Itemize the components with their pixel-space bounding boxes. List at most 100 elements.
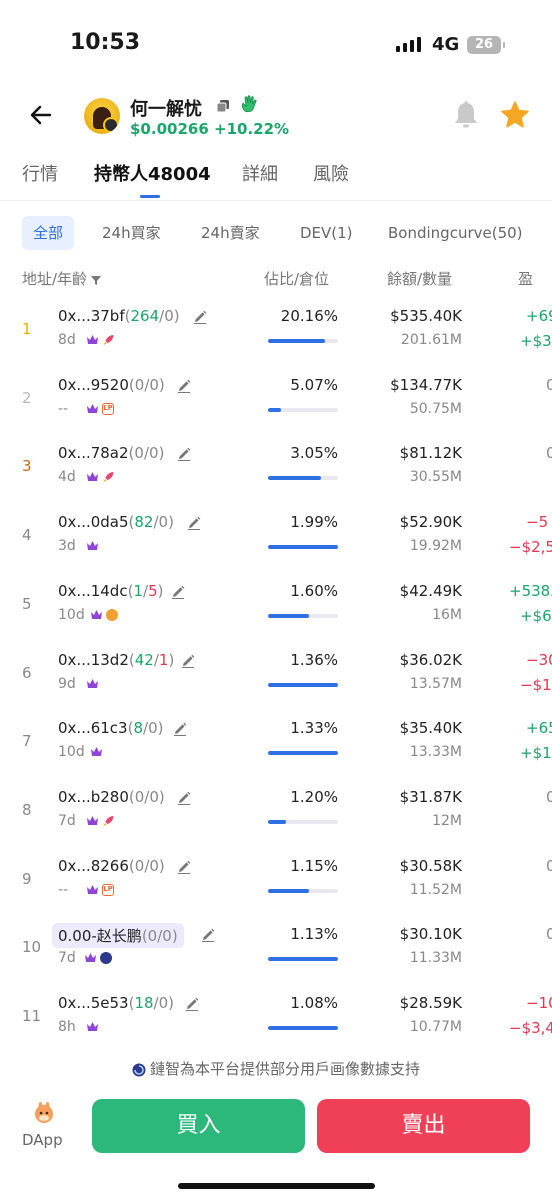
table-row[interactable]: 9 0x...8266(0/0) -- LP 1.15% $30.58K 11.52M 0 <box>0 846 552 915</box>
battery-icon: 26 <box>467 36 505 54</box>
holder-quantity: 16M <box>432 606 462 623</box>
holder-tags <box>86 1021 99 1033</box>
holder-balance: $30.10K <box>399 925 462 944</box>
holder-balance: $35.40K <box>399 719 462 738</box>
holder-balance: $52.90K <box>399 513 462 532</box>
sell-count: 0 <box>162 927 172 946</box>
table-row[interactable]: 2 0x...9520(0/0) -- LP 5.07% $134.77K 50.75M 0 <box>0 365 552 434</box>
tab-details[interactable]: 詳細 <box>242 164 278 185</box>
edit-pencil-icon[interactable] <box>192 309 208 325</box>
copy-icon[interactable] <box>216 99 230 113</box>
address-text: 0x...8266 <box>58 856 129 875</box>
table-row[interactable]: 11 0x...5e53(18/0) 8h 1.08% $28.59K 10.77M −10… <box>0 983 552 1052</box>
sell-count: 0 <box>149 444 159 463</box>
bell-icon[interactable] <box>452 100 480 130</box>
sell-button[interactable]: 賣出 <box>317 1099 530 1153</box>
holder-age: 8h <box>58 1019 76 1035</box>
filter-icon[interactable] <box>90 274 102 286</box>
col-address-age[interactable]: 地址/年齡 <box>22 268 102 289</box>
holder-rank: 4 <box>22 526 32 545</box>
edit-pencil-icon[interactable] <box>172 721 188 737</box>
edit-pencil-icon[interactable] <box>170 584 186 600</box>
holder-address[interactable]: 0x...8266(0/0) <box>58 856 165 875</box>
buy-count: 1 <box>133 581 143 600</box>
holder-pnl-percent: −10 <box>526 994 552 1012</box>
holder-address[interactable]: 0x...0da5(82/0) <box>58 513 174 532</box>
table-row[interactable]: 4 0x...0da5(82/0) 3d 1.99% $52.90K 19.92M −5 −$… <box>0 502 552 571</box>
position-bar-fill <box>268 888 309 893</box>
edit-pencil-icon[interactable] <box>176 790 192 806</box>
table-row[interactable]: 50x...14dc(1/5)10d1.60%$42.49K16M+5383+$… <box>0 571 552 640</box>
position-bar-fill <box>268 819 286 824</box>
sell-count: 0 <box>149 856 159 875</box>
tab-risk[interactable]: 風險 <box>313 164 349 185</box>
edit-pencil-icon[interactable] <box>184 996 200 1012</box>
col-share-position[interactable]: 佔比/倉位 <box>264 270 330 288</box>
buy-count: 0 <box>134 856 145 875</box>
table-row[interactable]: 10 0.00-赵长鹏(0/0) 7d 1.13% $30.10K 11.33M 0 <box>0 914 552 983</box>
holder-address[interactable]: 0x...9520(0/0) <box>58 375 165 394</box>
filter-24h-sellers[interactable]: 24h賣家 <box>201 224 260 242</box>
holder-share: 1.36% <box>290 650 338 669</box>
holder-address[interactable]: 0x...37bf(264/0) <box>58 307 180 325</box>
holder-age: 10d <box>58 606 85 623</box>
holder-address[interactable]: 0x...14dc(1/5) <box>58 581 164 600</box>
holder-quantity: 10.77M <box>409 1019 462 1035</box>
address-text: 0x...14dc <box>58 581 128 600</box>
back-arrow-icon[interactable] <box>28 102 54 128</box>
edit-pencil-icon[interactable] <box>176 378 192 394</box>
table-row[interactable]: 6 0x...13d2(42/1) 9d 1.36% $36.02K 13.57M −30 −… <box>0 640 552 709</box>
token-avatar <box>84 98 120 134</box>
holder-pnl-percent: +65 <box>526 719 552 738</box>
filter-24h-buyers[interactable]: 24h買家 <box>102 224 161 242</box>
filter-dev[interactable]: DEV(1) <box>300 224 353 242</box>
dapp-label[interactable]: DApp <box>22 1131 63 1149</box>
network-label: 4G <box>432 34 460 55</box>
edit-pencil-icon[interactable] <box>180 653 196 669</box>
holder-address[interactable]: 0x...78a2(0/0) <box>58 444 165 463</box>
money-bag-icon <box>106 608 118 621</box>
crown-icon <box>87 541 98 551</box>
holder-share: 3.05% <box>290 444 338 463</box>
holder-tags <box>86 334 115 346</box>
holder-tags <box>84 952 112 965</box>
edit-pencil-icon[interactable] <box>186 515 202 531</box>
col-balance-qty[interactable]: 餘額/數量 <box>387 270 453 288</box>
holder-address[interactable]: 0x...b280(0/0) <box>58 787 165 806</box>
position-bar <box>268 407 338 412</box>
position-bar <box>268 476 338 481</box>
holder-filters: 全部 24h買家 24h賣家 DEV(1) Bondingcurve(50) <box>0 216 552 252</box>
holder-address[interactable]: 0.00-赵长鹏(0/0) <box>52 923 184 949</box>
buy-count: 264 <box>130 307 160 325</box>
holder-age: 3d <box>58 538 76 555</box>
filter-bondingcurve[interactable]: Bondingcurve(50) <box>388 224 523 242</box>
holder-address[interactable]: 0x...61c3(8/0) <box>58 719 164 738</box>
buy-button[interactable]: 買入 <box>92 1099 305 1153</box>
address-text: 0x...5e53 <box>58 994 129 1012</box>
table-row[interactable]: 1 0x...37bf(264/0) 8d 20.16% $535.40K 201.61M… <box>0 296 552 365</box>
hand-wave-icon[interactable] <box>240 95 258 113</box>
position-bar <box>268 819 338 824</box>
col-pnl[interactable]: 盈 <box>518 270 534 288</box>
address-text: 0x...13d2 <box>58 650 129 669</box>
table-row[interactable]: 3 0x...78a2(0/0) 4d 3.05% $81.12K 30.55M 0 <box>0 433 552 502</box>
holder-address[interactable]: 0x...13d2(42/1) <box>58 650 175 669</box>
lp-icon: LP <box>102 883 114 896</box>
edit-pencil-icon[interactable] <box>200 927 216 943</box>
holder-address[interactable]: 0x...5e53(18/0) <box>58 994 175 1012</box>
holder-share: 1.13% <box>290 925 338 944</box>
dapp-icon[interactable] <box>33 1102 55 1124</box>
sell-count: 0 <box>148 719 158 738</box>
filter-all[interactable]: 全部 <box>22 216 75 250</box>
edit-pencil-icon[interactable] <box>176 446 192 462</box>
address-text: 0x...61c3 <box>58 719 128 738</box>
edit-pencil-icon[interactable] <box>176 859 192 875</box>
favorite-star-icon[interactable] <box>500 100 530 130</box>
crown-icon <box>87 403 98 413</box>
tab-holders[interactable]: 持幣人48004 <box>94 164 211 185</box>
table-row[interactable]: 8 0x...b280(0/0) 7d 1.20% $31.87K 12M 0 <box>0 777 552 846</box>
tab-market[interactable]: 行情 <box>22 164 58 185</box>
table-row[interactable]: 7 0x...61c3(8/0) 10d 1.33% $35.40K 13.33M +65 +… <box>0 708 552 777</box>
holder-age: 8d <box>58 332 76 348</box>
holder-pnl-value: −$2,5 <box>509 538 552 557</box>
